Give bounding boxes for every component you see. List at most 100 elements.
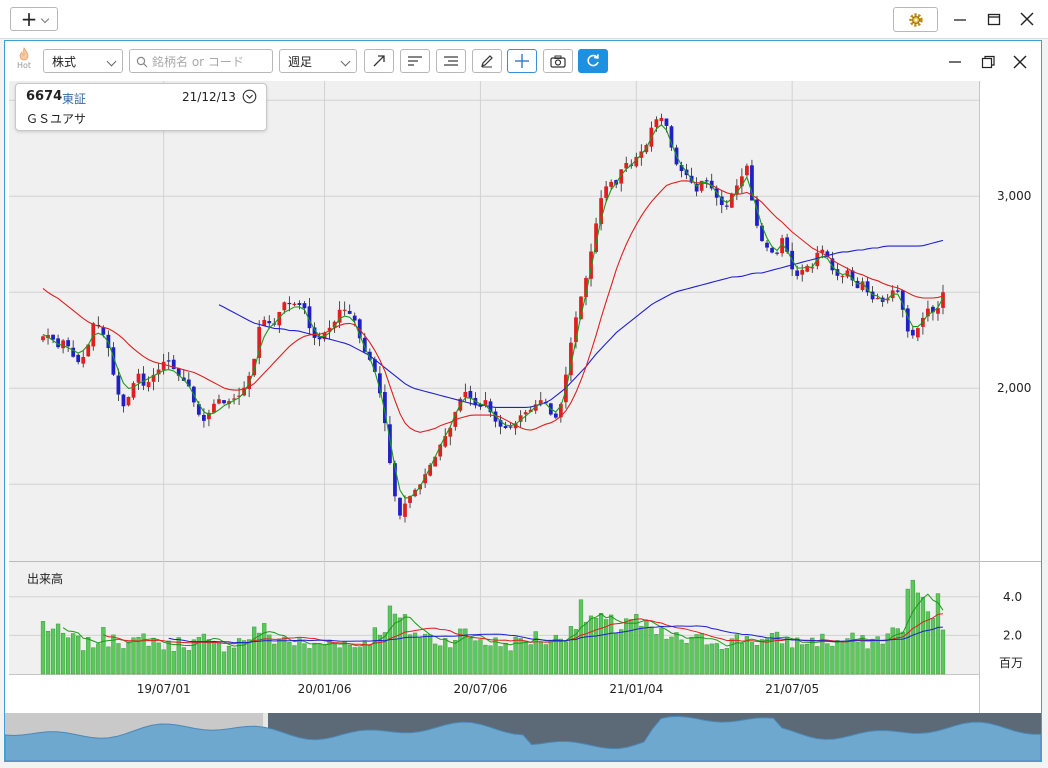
volume-bar (181, 647, 186, 675)
chevron-circle-down-icon[interactable] (242, 89, 257, 104)
volume-bar (317, 643, 322, 675)
volume-ma-line (168, 625, 944, 644)
candle-body (307, 306, 312, 329)
volume-bar (719, 649, 724, 675)
volume-bar (433, 643, 438, 675)
minimize-icon[interactable] (950, 10, 970, 30)
search-icon (136, 56, 148, 68)
candle-body (196, 404, 201, 415)
volume-bar (764, 638, 770, 675)
stock-date: 21/12/13 (182, 90, 236, 104)
refresh-button[interactable] (578, 49, 608, 73)
candle-body (533, 404, 538, 411)
candle-body (840, 275, 845, 277)
crosshair-button[interactable] (507, 49, 537, 73)
volume-bar (45, 630, 51, 675)
candle-body (719, 196, 724, 206)
volume-bar (372, 627, 377, 675)
candle-body (362, 337, 367, 352)
volume-bar (940, 629, 946, 675)
volume-bar (161, 649, 166, 675)
candle-body (926, 308, 930, 317)
candle-body (709, 180, 714, 189)
screenshot-button[interactable] (543, 49, 573, 73)
candle-body (810, 267, 815, 269)
candle-body (126, 396, 131, 406)
candle-body (669, 126, 674, 148)
candle-body (423, 474, 428, 484)
candle-body (604, 186, 609, 198)
volume-bar (131, 637, 136, 675)
volume-bar (347, 644, 352, 675)
chevron-down-icon (106, 56, 117, 67)
gear-icon (907, 11, 925, 29)
volume-bar (468, 637, 473, 675)
panel-restore-icon[interactable] (979, 53, 997, 71)
ma-short-line (42, 124, 944, 499)
candle-body (503, 425, 508, 429)
candle-body (679, 165, 684, 172)
volume-bar (810, 637, 815, 675)
volume-bar (548, 641, 553, 675)
volume-bar (66, 637, 71, 675)
stock-name: ＧＳユアサ (26, 112, 87, 126)
stock-chart[interactable]: 3,000 2,000 4.0 2.0 19/07/01 20/01/06 20/07/… (5, 81, 1041, 713)
trendline-tool-button[interactable] (364, 49, 394, 73)
volume-bar (257, 632, 262, 675)
volume-bar (578, 599, 584, 675)
volume-bar (91, 647, 96, 675)
volume-bar (166, 640, 171, 675)
panel-close-icon[interactable] (1011, 53, 1029, 71)
volume-bar (121, 648, 126, 675)
candle-body (56, 338, 60, 348)
volume-bar (553, 634, 558, 675)
volume-bar (478, 639, 483, 675)
volume-bar (558, 638, 564, 675)
candle-body (498, 420, 503, 427)
candle-body (383, 392, 387, 424)
draw-tool-button[interactable] (472, 49, 502, 73)
volume-bar (684, 643, 689, 675)
volume-bar (438, 645, 443, 675)
volume-bar (211, 641, 217, 675)
volume-bar (699, 633, 704, 675)
volume-bar (81, 650, 86, 675)
volume-bar (790, 647, 795, 675)
align-right-button[interactable] (436, 49, 466, 73)
volume-bar (754, 645, 760, 675)
panel-minimize-icon[interactable] (946, 53, 964, 71)
search-input[interactable]: 銘柄名 or コード (129, 49, 273, 73)
market-select[interactable]: 株式 (43, 49, 123, 73)
price-tick-label: 3,000 (997, 189, 1031, 203)
volume-bar (598, 613, 604, 675)
range-navigator[interactable] (5, 713, 1041, 761)
maximize-icon[interactable] (984, 10, 1004, 30)
volume-bar (518, 638, 523, 675)
price-plot-bg (9, 81, 979, 561)
volume-bar (146, 645, 151, 675)
align-left-button[interactable] (400, 49, 430, 73)
volume-bar (634, 614, 639, 675)
volume-bar (875, 636, 880, 675)
candle-body (398, 497, 402, 516)
navigator-area (5, 715, 1041, 761)
period-select[interactable]: 週足 (279, 49, 357, 73)
settings-button[interactable] (893, 7, 938, 32)
trendline-icon (373, 55, 385, 67)
candle-body (739, 176, 744, 187)
close-icon[interactable] (1017, 9, 1037, 29)
candle-body (186, 379, 191, 387)
candle-body (780, 238, 784, 254)
hot-button[interactable]: Hot (13, 47, 35, 75)
crosshair-icon (515, 54, 529, 68)
candle-body (910, 329, 915, 336)
candle-body (222, 400, 226, 404)
candle-body (760, 225, 764, 241)
candle-body (870, 291, 875, 300)
volume-bar (784, 636, 790, 675)
volume-bar (55, 623, 61, 675)
candle-body (131, 383, 136, 398)
candle-body (146, 381, 151, 388)
volume-axis-ticks: 4.0 2.0 (1003, 590, 1022, 643)
add-chart-button[interactable]: + (10, 7, 58, 31)
